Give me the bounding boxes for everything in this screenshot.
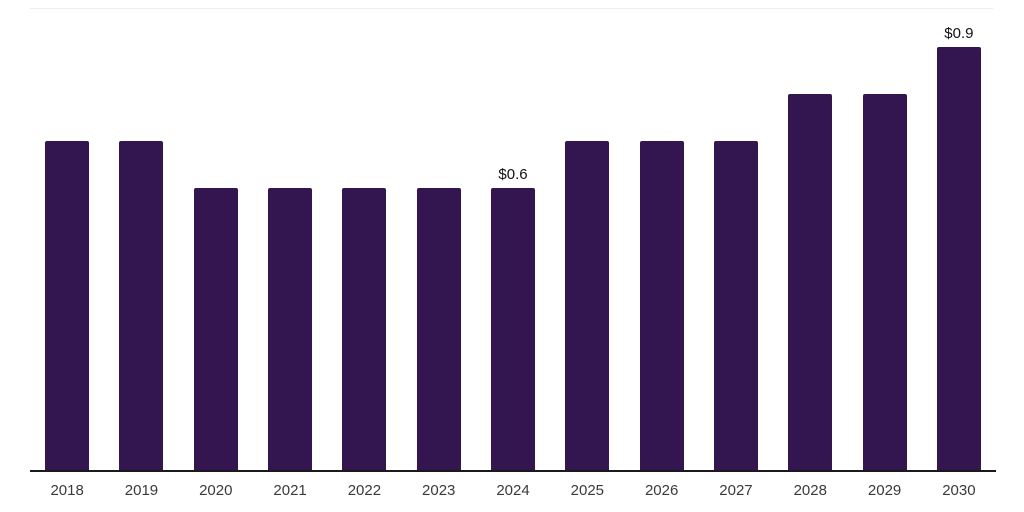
- bar: [45, 141, 90, 470]
- bar-data-label: $0.9: [944, 25, 974, 42]
- bars-area: $0.6 $0.9: [30, 0, 996, 470]
- bar-group-2026: [625, 141, 699, 470]
- bar-group-2028: [773, 94, 847, 470]
- bar: [491, 188, 536, 470]
- bar: [342, 188, 387, 470]
- bar: [268, 188, 313, 470]
- bar-group-2024: $0.6: [476, 166, 550, 470]
- bar: [713, 141, 758, 470]
- bar: [788, 94, 833, 470]
- x-tick-label: 2027: [719, 482, 753, 499]
- x-tick-label: 2023: [422, 482, 456, 499]
- bar: [565, 141, 610, 470]
- x-tick-label: 2026: [644, 482, 679, 499]
- bar-group-2029: [847, 94, 921, 470]
- bar: [639, 141, 684, 470]
- bar: [936, 47, 981, 470]
- bar: [862, 94, 907, 470]
- x-tick-label: 2025: [570, 482, 605, 499]
- bar-group-2027: [699, 141, 773, 470]
- plot-top-gridline: [30, 8, 993, 9]
- bar: [416, 188, 461, 470]
- x-tick-label: 2022: [347, 482, 382, 499]
- bar-group-2025: [550, 141, 624, 470]
- x-tick-label: 2019: [124, 482, 159, 499]
- bar-group-2030: $0.9: [922, 25, 996, 470]
- bar-group-2021: [253, 188, 327, 470]
- x-tick-label: 2030: [942, 482, 976, 499]
- bar-group-2023: [402, 188, 476, 470]
- x-tick-label: 2029: [867, 482, 902, 499]
- bar: [193, 188, 238, 470]
- x-tick-label: 2024: [496, 482, 530, 499]
- bar-group-2019: [104, 141, 178, 470]
- bar: [119, 141, 164, 470]
- bar-data-label: $0.6: [498, 166, 528, 183]
- bar-group-2022: [327, 188, 401, 470]
- x-axis-labels: 2018 2019 2020 2021 2022 2023 2024 2025 2026 2027…: [30, 482, 996, 499]
- x-tick-label: 2021: [273, 482, 307, 499]
- x-tick-label: 2020: [199, 482, 233, 499]
- bar-group-2018: [30, 141, 104, 470]
- x-axis-line: [30, 470, 996, 472]
- x-tick-label: 2018: [50, 482, 84, 499]
- x-tick-label: 2028: [793, 482, 827, 499]
- bar-group-2020: [179, 188, 253, 470]
